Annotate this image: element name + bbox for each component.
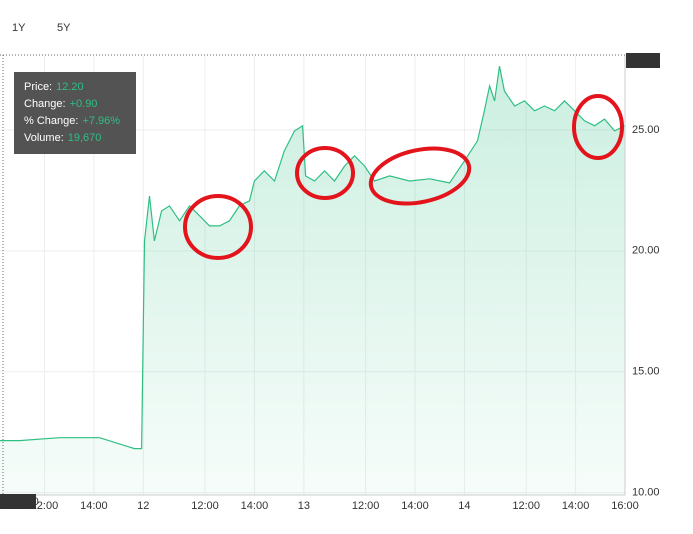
- x-tick-label: 12: [137, 500, 149, 512]
- x-tick-label: 12:00: [352, 500, 380, 512]
- range-button[interactable]: 5Y: [57, 22, 71, 34]
- tooltip-value: +0.90: [70, 98, 98, 110]
- tooltip-label: Price:: [24, 81, 52, 93]
- x-tick-label: 12:00: [191, 500, 219, 512]
- price-tag: [626, 53, 660, 68]
- x-tick-label: 14: [458, 500, 470, 512]
- x-tick-label: 13: [298, 500, 310, 512]
- price-tag-label: 27.81: [629, 55, 657, 67]
- y-tick-label: 20.00: [632, 245, 660, 257]
- tooltip: Price: 12.20 Change: +0.90 % Change: +7.96% Vo…: [14, 72, 136, 154]
- x-tick-label: 14:00: [241, 500, 269, 512]
- x-tick-label: 14:00: [401, 500, 429, 512]
- tooltip-box: [14, 72, 136, 154]
- x-tick-label: 12:00: [512, 500, 540, 512]
- price-line: [0, 65, 625, 450]
- x-tick-label: 14:00: [562, 500, 590, 512]
- tooltip-label: Change:: [24, 98, 66, 110]
- crosshair-tag-label: 1 10:30: [2, 496, 39, 508]
- plot: 10.00 15.00 20.00 25.00 12:00 14:00 12 12:00 14:…: [0, 53, 660, 512]
- annotation-circle: [572, 94, 624, 160]
- crosshair-tag: [0, 494, 36, 509]
- annotation-circle: [183, 194, 253, 260]
- tooltip-label: Volume:: [24, 132, 64, 144]
- x-tick-label: 12:00: [31, 500, 59, 512]
- tooltip-value: +7.96%: [82, 115, 120, 127]
- range-button[interactable]: 1Y: [12, 22, 26, 34]
- annotation-circle: [368, 146, 472, 206]
- tooltip-label: % Change:: [24, 115, 78, 127]
- x-tick-label: 16:00: [611, 500, 639, 512]
- y-tick-label: 10.00: [632, 486, 660, 498]
- y-tick-label: 15.00: [632, 366, 660, 378]
- annotation-circle: [295, 146, 355, 200]
- tooltip-value: 12.20: [56, 81, 84, 93]
- tooltip-value: 19,670: [68, 132, 102, 144]
- x-tick-label: 14:00: [80, 500, 108, 512]
- y-tick-label: 25.00: [632, 124, 660, 136]
